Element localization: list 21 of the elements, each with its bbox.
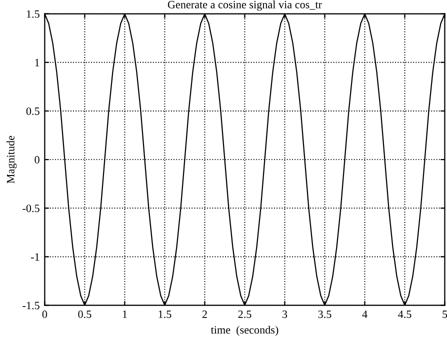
y-tick-label: -1 [30, 253, 40, 261]
x-axis-title: time (seconds) [210, 326, 278, 336]
chart-title: Generate a cosine signal via cos_tr [168, 0, 322, 11]
y-tick-label: -0.5 [22, 204, 40, 212]
x-tick-label: 2 [202, 310, 207, 318]
x-tick-label: 0.5 [78, 310, 92, 318]
y-tick-label: -1.5 [22, 302, 40, 310]
y-axis-title: Magnitude [6, 136, 17, 184]
y-tick-label: 0.5 [26, 107, 40, 115]
y-tick-label: 1.5 [26, 10, 40, 18]
x-tick-label: 4 [362, 310, 368, 318]
x-tick-label: 4.5 [398, 310, 412, 318]
x-tick-label: 1.5 [158, 310, 172, 318]
y-tick-label: 1 [35, 58, 40, 66]
x-tick-label: 3.5 [318, 310, 332, 318]
x-tick-label: 3 [282, 310, 288, 318]
x-tick-label: 1 [122, 310, 127, 318]
x-tick-label: 0 [42, 310, 48, 318]
x-tick-label: 2.5 [238, 310, 252, 318]
x-tick-label: 5 [442, 310, 447, 318]
y-tick-label: 0 [34, 156, 40, 164]
